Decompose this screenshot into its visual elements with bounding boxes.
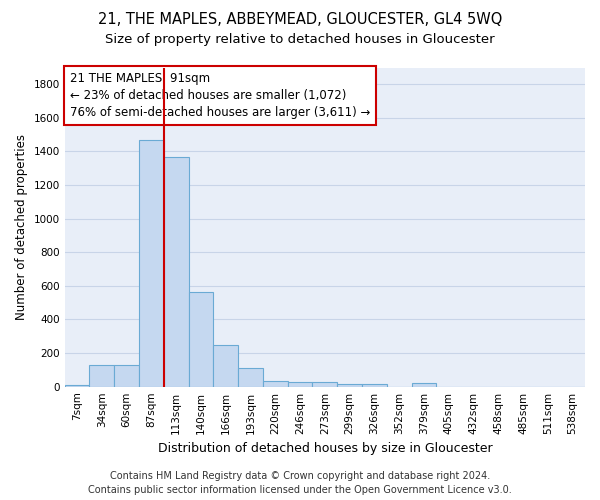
Bar	[337, 384, 362, 386]
Bar	[313, 382, 337, 386]
Bar	[114, 365, 139, 386]
Text: 21, THE MAPLES, ABBEYMEAD, GLOUCESTER, GL4 5WQ: 21, THE MAPLES, ABBEYMEAD, GLOUCESTER, G…	[98, 12, 502, 28]
Bar	[164, 156, 188, 386]
Bar	[188, 292, 214, 386]
Bar	[89, 365, 114, 386]
Bar	[362, 384, 387, 386]
Y-axis label: Number of detached properties: Number of detached properties	[15, 134, 28, 320]
Bar	[238, 368, 263, 386]
Bar	[214, 344, 238, 387]
X-axis label: Distribution of detached houses by size in Gloucester: Distribution of detached houses by size …	[158, 442, 492, 455]
Bar	[65, 385, 89, 386]
Bar	[139, 140, 164, 386]
Bar	[263, 381, 287, 386]
Text: 21 THE MAPLES: 91sqm
← 23% of detached houses are smaller (1,072)
76% of semi-de: 21 THE MAPLES: 91sqm ← 23% of detached h…	[70, 72, 370, 120]
Text: Contains HM Land Registry data © Crown copyright and database right 2024.
Contai: Contains HM Land Registry data © Crown c…	[88, 471, 512, 495]
Bar	[412, 384, 436, 386]
Text: Size of property relative to detached houses in Gloucester: Size of property relative to detached ho…	[105, 32, 495, 46]
Bar	[287, 382, 313, 386]
